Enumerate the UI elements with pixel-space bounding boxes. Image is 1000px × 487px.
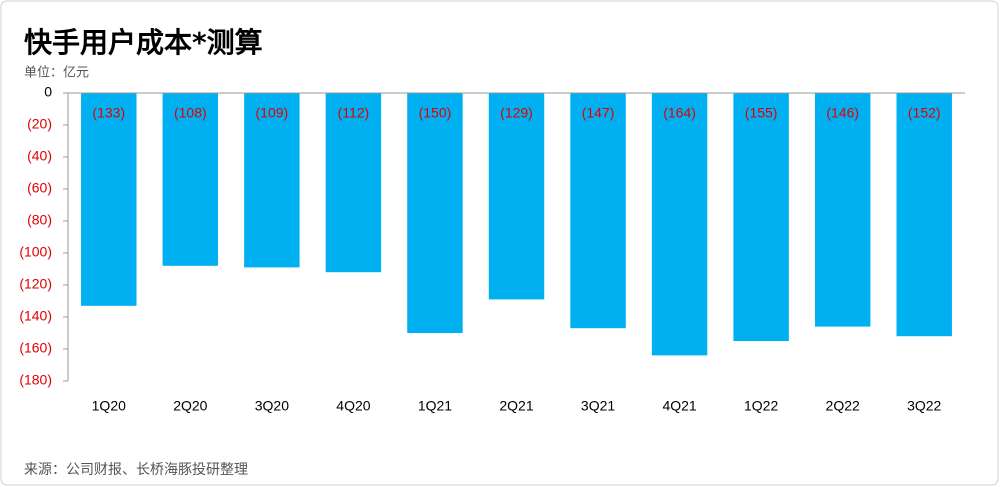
y-tick-label: (140) [19, 308, 52, 324]
x-tick-label: 4Q20 [336, 398, 370, 414]
x-tick-label: 4Q21 [662, 398, 696, 414]
bar [488, 93, 545, 300]
y-tick-label: (40) [27, 148, 52, 164]
bar [733, 93, 789, 341]
bar [325, 93, 382, 273]
bar [407, 93, 463, 333]
chart-title: 快手用户成本*测算 [24, 26, 263, 59]
bar [244, 93, 300, 268]
value-label: (147) [582, 105, 615, 121]
x-tick-label: 1Q21 [418, 398, 452, 414]
bar [896, 93, 952, 337]
y-tick-label: (20) [27, 116, 52, 132]
value-label: (133) [92, 105, 125, 121]
x-tick-label: 3Q20 [255, 398, 289, 414]
value-label: (150) [419, 105, 452, 121]
value-label: (108) [174, 105, 207, 121]
y-tick-label: (80) [27, 212, 52, 228]
bar [162, 93, 219, 266]
x-tick-label: 1Q22 [744, 398, 778, 414]
y-tick-label: (120) [19, 276, 52, 292]
x-tick-label: 2Q20 [173, 398, 207, 414]
y-tick-label: (160) [19, 340, 52, 356]
y-tick-label: 0 [44, 84, 52, 100]
value-label: (152) [908, 105, 941, 121]
bar [81, 93, 137, 306]
x-tick-label: 3Q21 [581, 398, 615, 414]
x-tick-label: 2Q21 [499, 398, 533, 414]
value-label: (109) [256, 105, 289, 121]
value-label: (129) [500, 105, 533, 121]
x-tick-label: 3Q22 [907, 398, 941, 414]
bar [570, 93, 626, 329]
unit-label: 单位：亿元 [24, 66, 89, 81]
bar [651, 93, 708, 356]
value-label: (112) [338, 105, 370, 121]
x-tick-label: 1Q20 [92, 398, 126, 414]
source-note: 来源：公司财报、长桥海豚投研整理 [24, 462, 248, 478]
x-tick-label: 2Q22 [826, 398, 860, 414]
y-tick-label: (60) [27, 180, 52, 196]
bar [814, 93, 871, 327]
value-label: (155) [745, 105, 778, 121]
value-label: (164) [663, 105, 696, 121]
value-label: (146) [826, 105, 859, 121]
y-tick-label: (180) [19, 372, 52, 388]
y-tick-label: (100) [19, 244, 52, 260]
